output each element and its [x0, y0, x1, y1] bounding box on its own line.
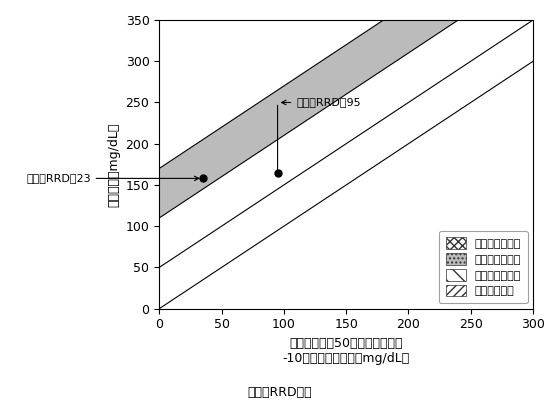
Legend: 低血糖リスク高, 低血糖リスク中, 低血糖リスク低, ターゲット内: 低血糖リスク高, 低血糖リスク中, 低血糖リスク低, ターゲット内 [439, 231, 528, 303]
Polygon shape [159, 20, 533, 268]
Polygon shape [0, 0, 384, 168]
Text: 低血糖RRD＝95: 低血糖RRD＝95 [282, 98, 361, 108]
Text: 低血糖RRD＝23: 低血糖RRD＝23 [26, 173, 199, 183]
Y-axis label: メジアン（mg/dL）: メジアン（mg/dL） [107, 122, 120, 206]
Polygon shape [159, 20, 533, 309]
Text: 低血糖RRDの例: 低血糖RRDの例 [248, 386, 312, 399]
Polygon shape [159, 20, 458, 218]
X-axis label: 低範囲変動、50パーセンタイル
-10パーセンタイル（mg/dL）: 低範囲変動、50パーセンタイル -10パーセンタイル（mg/dL） [282, 337, 410, 365]
